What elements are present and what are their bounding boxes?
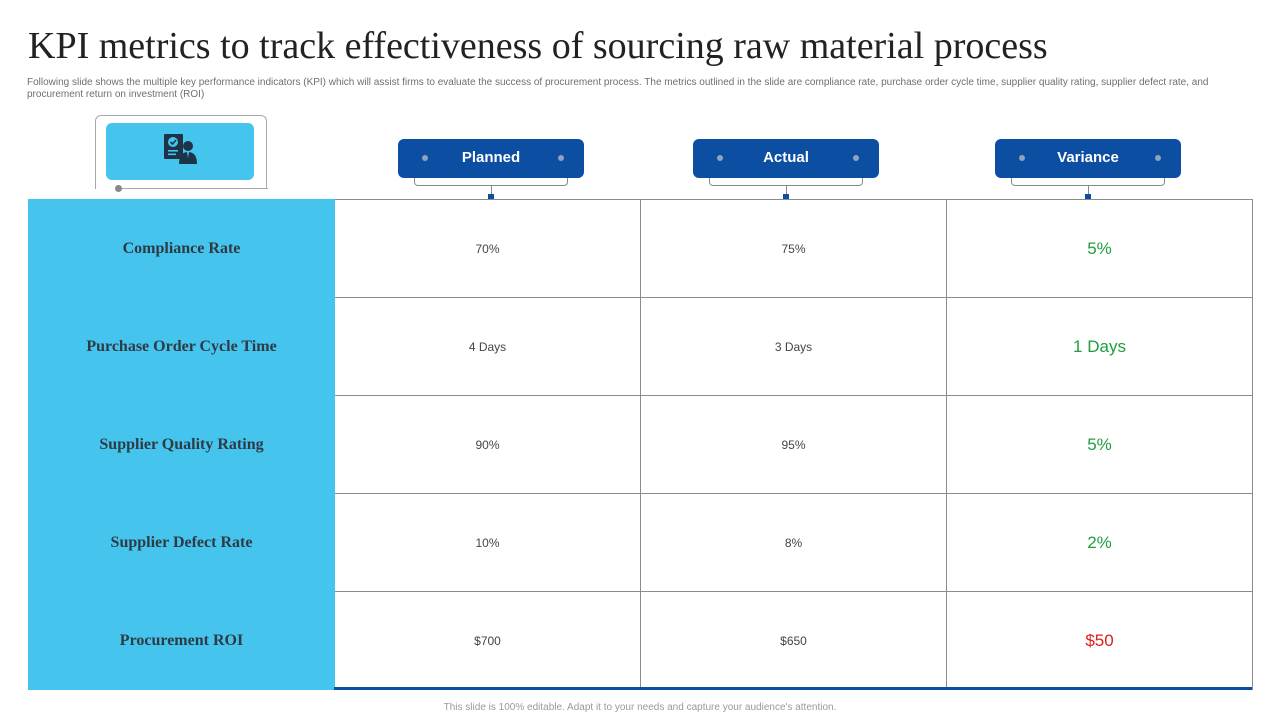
actual-cell: 3 Days bbox=[640, 297, 947, 396]
variance-right-dot bbox=[1155, 155, 1161, 161]
variance-cell: 5% bbox=[946, 395, 1253, 494]
icon-card-frame bbox=[95, 115, 267, 189]
variance-connector-marker bbox=[1085, 194, 1091, 200]
table-row: Supplier Quality Rating 90% 95% 5% bbox=[28, 395, 1253, 494]
metric-cell: Compliance Rate bbox=[28, 199, 335, 298]
variance-cell: $50 bbox=[946, 591, 1253, 690]
planned-cell: 90% bbox=[334, 395, 641, 494]
actual-connector-stem bbox=[786, 186, 787, 196]
planned-cell: 10% bbox=[334, 493, 641, 592]
planned-cell: 4 Days bbox=[334, 297, 641, 396]
planned-header: Planned bbox=[398, 139, 584, 178]
metric-cell: Supplier Quality Rating bbox=[28, 395, 335, 494]
metric-cell: Procurement ROI bbox=[28, 591, 335, 690]
variance-cell: 2% bbox=[946, 493, 1253, 592]
icon-card-dot bbox=[115, 185, 122, 192]
planned-left-dot bbox=[422, 155, 428, 161]
variance-header: Variance bbox=[995, 139, 1181, 178]
icon-card bbox=[106, 123, 254, 180]
actual-left-dot bbox=[717, 155, 723, 161]
document-person-icon bbox=[162, 132, 198, 171]
planned-header-label: Planned bbox=[461, 149, 521, 166]
actual-cell: 8% bbox=[640, 493, 947, 592]
variance-cell: 5% bbox=[946, 199, 1253, 298]
variance-header-label: Variance bbox=[1057, 149, 1119, 166]
actual-header-label: Actual bbox=[763, 149, 809, 166]
icon-card-underline bbox=[118, 188, 268, 189]
variance-connector-stem bbox=[1088, 186, 1089, 196]
table-row: Purchase Order Cycle Time 4 Days 3 Days … bbox=[28, 297, 1253, 396]
actual-connector-marker bbox=[783, 194, 789, 200]
planned-connector-marker bbox=[488, 194, 494, 200]
planned-cell: $700 bbox=[334, 591, 641, 690]
slide-subtitle: Following slide shows the multiple key p… bbox=[27, 77, 1209, 100]
slide-footer: This slide is 100% editable. Adapt it to… bbox=[443, 702, 837, 713]
actual-header: Actual bbox=[693, 139, 879, 178]
actual-cell: 75% bbox=[640, 199, 947, 298]
planned-right-dot bbox=[558, 155, 564, 161]
planned-connector-stem bbox=[491, 186, 492, 196]
metric-cell: Purchase Order Cycle Time bbox=[28, 297, 335, 396]
actual-right-dot bbox=[853, 155, 859, 161]
planned-cell: 70% bbox=[334, 199, 641, 298]
slide-title: KPI metrics to track effectiveness of so… bbox=[28, 25, 1048, 67]
table-row: Compliance Rate 70% 75% 5% bbox=[28, 199, 1253, 298]
actual-cell: $650 bbox=[640, 591, 947, 690]
table-bottom-accent-line bbox=[334, 687, 1252, 690]
variance-cell: 1 Days bbox=[946, 297, 1253, 396]
actual-cell: 95% bbox=[640, 395, 947, 494]
table-row: Procurement ROI $700 $650 $50 bbox=[28, 591, 1253, 690]
kpi-table: Compliance Rate 70% 75% 5% Purchase Orde… bbox=[28, 199, 1253, 690]
metric-cell: Supplier Defect Rate bbox=[28, 493, 335, 592]
table-row: Supplier Defect Rate 10% 8% 2% bbox=[28, 493, 1253, 592]
variance-left-dot bbox=[1019, 155, 1025, 161]
